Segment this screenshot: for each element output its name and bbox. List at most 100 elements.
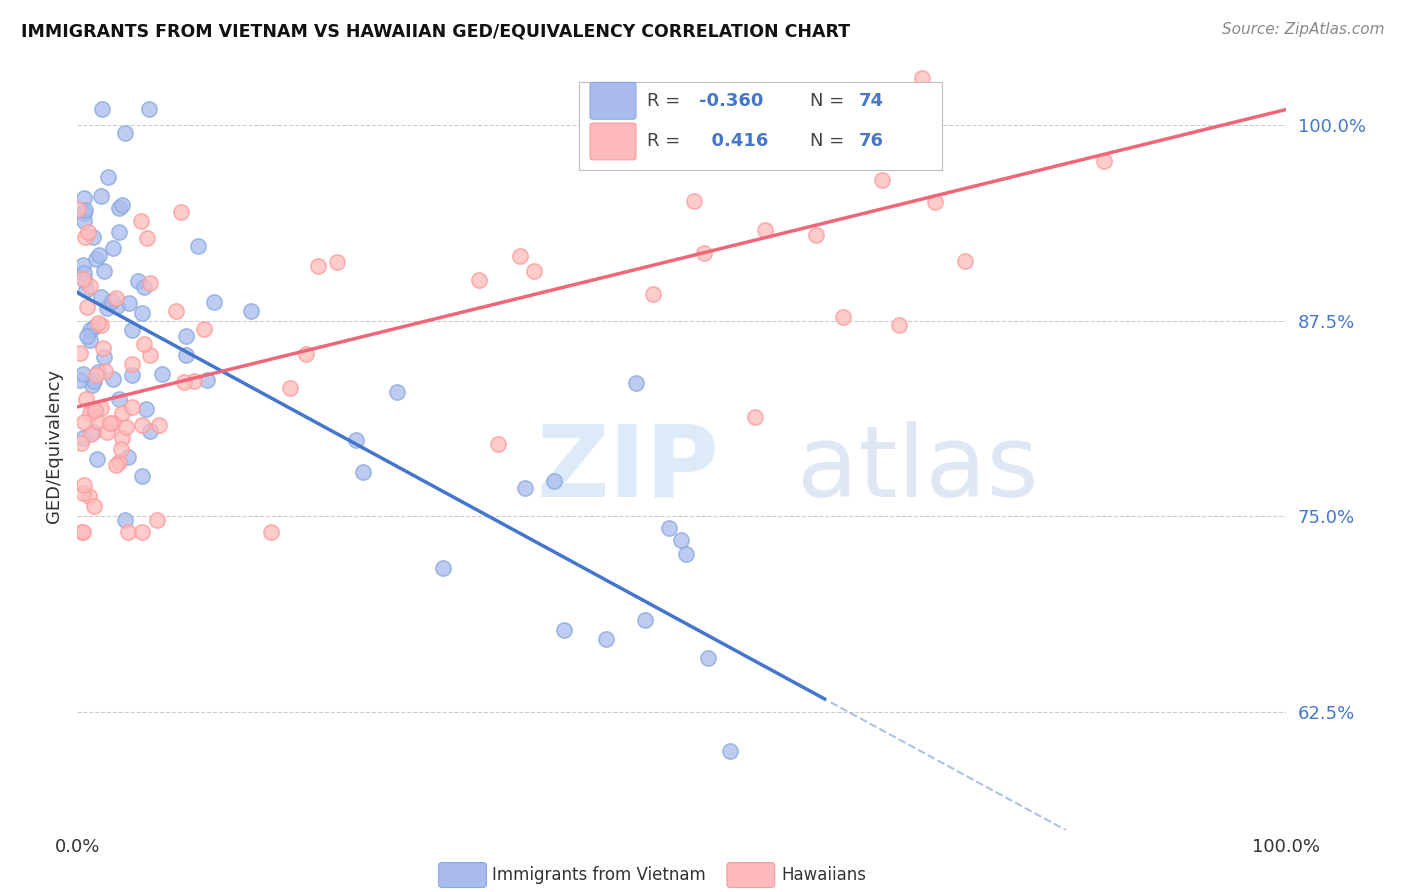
Text: Source: ZipAtlas.com: Source: ZipAtlas.com xyxy=(1222,22,1385,37)
Text: 0.416: 0.416 xyxy=(699,132,768,151)
Point xyxy=(675,547,697,561)
Point xyxy=(683,194,706,209)
Point xyxy=(697,651,720,665)
Point xyxy=(543,474,565,488)
Point xyxy=(114,126,136,140)
Point xyxy=(174,329,197,343)
Point xyxy=(73,191,96,205)
Text: N =: N = xyxy=(810,92,851,110)
Point xyxy=(595,632,617,646)
Point xyxy=(139,277,162,291)
Point xyxy=(69,346,91,360)
Point xyxy=(94,364,117,378)
Point xyxy=(1092,153,1115,168)
Y-axis label: GED/Equivalency: GED/Equivalency xyxy=(45,369,63,523)
Point xyxy=(523,264,546,278)
Point xyxy=(77,489,100,503)
Point xyxy=(101,241,124,255)
Text: Hawaiians: Hawaiians xyxy=(782,866,866,884)
Point xyxy=(72,486,94,500)
Point xyxy=(633,613,655,627)
Point xyxy=(626,376,648,390)
FancyBboxPatch shape xyxy=(591,123,636,160)
Point xyxy=(138,103,160,117)
Point xyxy=(118,295,141,310)
Point xyxy=(72,258,94,272)
Point xyxy=(754,222,776,236)
Point xyxy=(82,425,104,440)
Point xyxy=(77,225,100,239)
Point xyxy=(108,454,131,468)
Point xyxy=(260,525,283,540)
Point xyxy=(107,225,129,239)
Point xyxy=(513,481,536,495)
Point xyxy=(509,249,531,263)
Point xyxy=(117,450,139,464)
Point xyxy=(76,328,98,343)
Point xyxy=(73,213,96,227)
Point xyxy=(69,435,91,450)
Point xyxy=(90,401,112,415)
Point xyxy=(131,306,153,320)
Point xyxy=(150,367,173,381)
Point xyxy=(97,169,120,184)
Point xyxy=(72,368,94,382)
Point xyxy=(105,299,128,313)
Point xyxy=(110,442,132,457)
Point xyxy=(165,303,187,318)
Point xyxy=(104,291,127,305)
Text: -0.360: -0.360 xyxy=(699,92,763,110)
Point xyxy=(87,365,110,379)
Point xyxy=(889,318,911,332)
Point xyxy=(641,287,664,301)
Point xyxy=(117,525,139,540)
Text: ZIP: ZIP xyxy=(537,420,720,517)
Point xyxy=(72,525,94,540)
Point xyxy=(136,230,159,244)
Point xyxy=(105,458,128,472)
Point xyxy=(93,263,115,277)
Point xyxy=(326,255,349,269)
Point xyxy=(82,377,104,392)
Point xyxy=(75,392,97,406)
Point xyxy=(121,368,143,382)
Point xyxy=(148,417,170,432)
Point xyxy=(111,197,134,211)
Point xyxy=(108,392,131,407)
Point xyxy=(69,373,91,387)
Point xyxy=(84,403,107,417)
Point xyxy=(73,478,96,492)
Point xyxy=(87,316,110,330)
Point xyxy=(83,319,105,334)
Point xyxy=(953,253,976,268)
Point xyxy=(131,525,153,540)
Point xyxy=(278,381,301,395)
Point xyxy=(195,373,218,387)
Point xyxy=(83,375,105,389)
Point xyxy=(90,318,112,332)
Point xyxy=(79,279,101,293)
Text: atlas: atlas xyxy=(797,420,1039,517)
Point xyxy=(76,300,98,314)
Point xyxy=(134,279,156,293)
Point xyxy=(91,103,114,117)
Point xyxy=(73,230,96,244)
Point xyxy=(131,469,153,483)
Point xyxy=(101,372,124,386)
Point xyxy=(387,384,409,399)
Text: R =: R = xyxy=(647,92,686,110)
Point xyxy=(872,173,894,187)
Point xyxy=(352,465,374,479)
Text: 76: 76 xyxy=(859,132,883,151)
Point xyxy=(718,744,741,758)
Point xyxy=(86,451,108,466)
Point xyxy=(170,204,193,219)
Point xyxy=(73,266,96,280)
Point xyxy=(193,322,215,336)
Point xyxy=(75,274,97,288)
Point xyxy=(72,431,94,445)
Point xyxy=(239,304,262,318)
Point xyxy=(103,416,125,430)
Point xyxy=(121,401,143,415)
Point xyxy=(346,433,368,447)
